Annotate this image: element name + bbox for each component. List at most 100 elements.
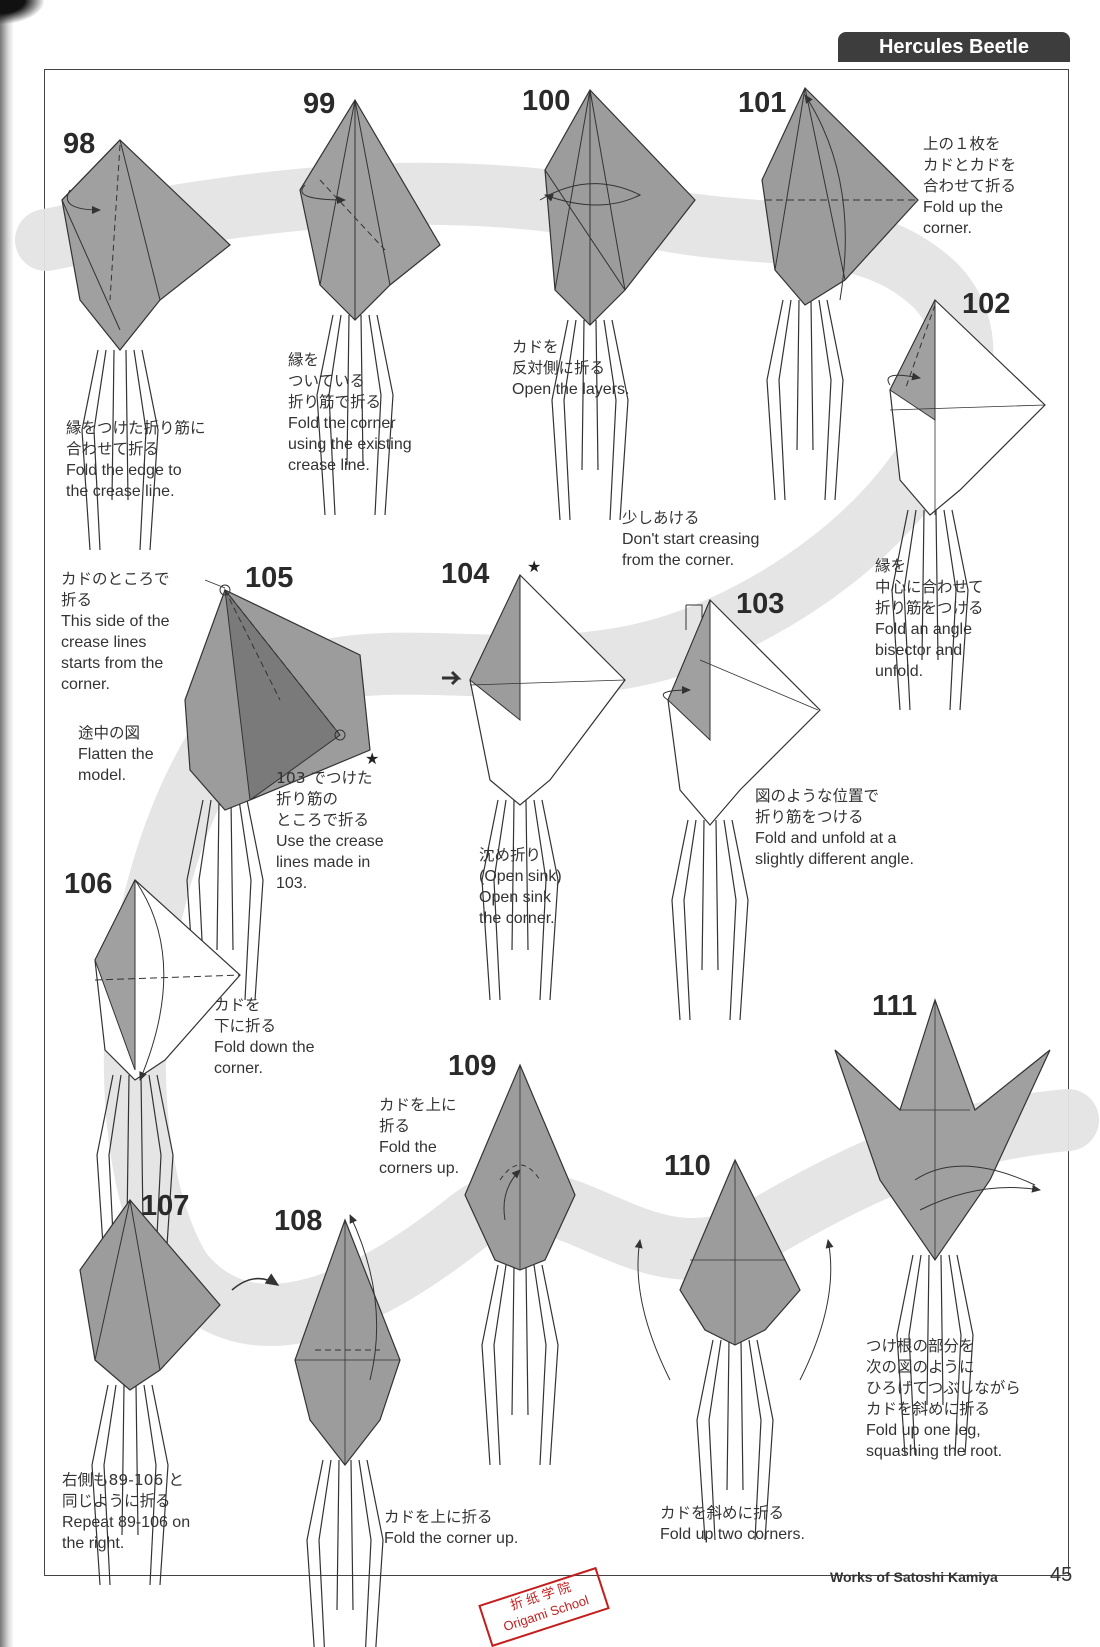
caption-en-line: corners up. [379,1160,460,1177]
step-98-caption: 縁をつけた折り筋に 合わせて折る Fold the edge to the cr… [66,418,206,502]
step-105-note-creases: 103 でつけた 折り筋の ところで折る Use the crease line… [276,768,384,894]
caption-jp-line: 103 でつけた [276,769,373,787]
step-number-101: 101 [738,87,787,119]
caption-en-line: Fold down the [214,1039,315,1056]
caption-jp-line: 途中の図 [78,724,141,742]
page-number: 45 [1050,1564,1073,1586]
step-104-figure: ★ [442,559,626,1001]
step-number-107: 107 [141,1190,190,1222]
caption-en-line: Fold the corner up. [384,1530,519,1547]
caption-en-line: Don't start creasing [622,531,760,548]
page-title-tab: Hercules Beetle [838,32,1070,62]
caption-jp-line: ところで折る [276,811,370,829]
step-101-caption: 上の１枚を カドとカドを 合わせて折る Fold up the corner. [923,134,1016,239]
step-number-103: 103 [736,588,785,620]
caption-en-line: This side of the [61,613,170,630]
step-106-figure [94,879,241,1276]
caption-jp-line: 縁を [875,557,907,575]
caption-en-line: Fold the [379,1139,437,1156]
step-number-102: 102 [962,288,1011,320]
caption-en-line: starts from the [61,655,164,672]
svg-text:★: ★ [527,559,541,576]
caption-jp-line: 合わせて折る [923,177,1017,195]
caption-en-line: from the corner. [622,552,735,569]
step-110-figure [634,1158,834,1541]
caption-en-line: Fold up the [923,199,1004,216]
caption-en-line: slightly different angle. [755,851,914,868]
caption-jp-line: カドを [214,996,261,1014]
caption-en-line: Use the crease [276,833,384,850]
caption-en-line: squashing the root. [866,1443,1003,1460]
scan-corner-mark [0,0,44,24]
step-99-figure [299,98,441,516]
step-number-99: 99 [303,88,336,120]
author-credit: Works of Satoshi Kamiya [830,1569,998,1585]
caption-en-line: Flatten the [78,746,154,763]
caption-jp-line: 折り筋をつける [875,599,984,617]
caption-en-line: lines made in [276,854,371,871]
caption-en-line: Fold the edge to [66,462,182,479]
step-107-caption: 右側も89-106 と 同じように折る Repeat 89-106 on the… [62,1470,190,1554]
caption-jp-line: 上の１枚を [923,135,1001,153]
caption-en-line: crease line. [288,457,370,474]
caption-en-line: (Open sink) [479,868,562,885]
caption-en-line: 103. [276,875,308,892]
caption-jp-line: 中心に合わせて [875,578,984,596]
step-number-106: 106 [64,868,113,900]
step-100-figure [539,88,696,521]
step-103-caption: 図のような位置で 折り筋をつける Fold and unfold at a sl… [755,786,914,870]
caption-jp-line: つけ根の部分を [866,1337,975,1355]
caption-en-line: model. [78,767,127,784]
caption-jp-line: 折り筋の [276,790,339,808]
step-107-figure [79,1199,280,1586]
step-109-figure [464,1063,576,1466]
step-number-105: 105 [245,562,294,594]
caption-jp-line: カドを [512,338,559,356]
caption-jp-line: 縁を [288,351,320,369]
caption-jp-line: ついている [288,372,366,390]
step-number-98: 98 [63,128,96,160]
caption-en-line: bisector and [875,642,963,659]
caption-jp-line: 同じように折る [62,1492,171,1510]
caption-jp-line: 折る [61,591,93,609]
caption-jp-line: カドとカドを [923,156,1017,174]
step-number-100: 100 [522,85,571,117]
step-108-figure [294,1214,401,1647]
step-109-caption: カドを上に 折る Fold the corners up. [379,1095,459,1179]
caption-en-line: the crease line. [66,483,175,500]
caption-jp-line: 折り筋をつける [755,808,864,826]
step-103-note: 少しあける Don't start creasing from the corn… [622,508,759,571]
step-100-caption: カドを 反対側に折る Open the layers. [512,337,629,400]
caption-en-line: the right. [62,1535,125,1552]
caption-jp-line: 図のような位置で [755,787,880,805]
caption-jp-line: 沈め折り [479,846,542,864]
caption-jp-line: 折る [379,1117,411,1135]
caption-en-line: Fold up one leg, [866,1422,981,1439]
caption-en-line: Repeat 89-106 on [62,1514,191,1531]
step-108-caption: カドを上に折る Fold the corner up. [384,1507,518,1549]
caption-jp-line: 折り筋で折る [288,393,382,411]
caption-jp-line: 右側も89-106 と [62,1471,184,1489]
caption-jp-line: ひろげてつぶしながら [866,1379,1021,1397]
caption-en-line: unfold. [875,663,924,680]
step-number-104: 104 [441,558,490,590]
step-105-caption: カドのところで 折る This side of the crease lines… [61,569,170,695]
step-111-caption: つけ根の部分を 次の図のように ひろげてつぶしながら カドを斜めに折る Fold… [866,1336,1021,1462]
caption-en-line: corner. [923,220,972,237]
diagram-frame [44,69,1069,1576]
caption-jp-line: カドを上に折る [384,1508,493,1526]
step-105-note-flatten: 途中の図 Flatten the model. [78,723,154,786]
caption-jp-line: カドを上に [379,1096,457,1114]
step-number-110: 110 [664,1150,711,1182]
caption-jp-line: 少しあける [622,509,700,527]
caption-en-line: Fold an angle [875,621,972,638]
caption-en-line: using the existing [288,436,412,453]
caption-jp-line: 反対側に折る [512,359,606,377]
caption-en-line: Open sink [479,889,552,906]
caption-jp-line: カドのところで [61,570,170,588]
caption-jp-line: カドを斜めに折る [660,1504,785,1522]
step-106-caption: カドを 下に折る Fold down the corner. [214,995,315,1079]
step-number-109: 109 [448,1050,497,1082]
step-101-figure [761,86,919,501]
caption-en-line: crease lines [61,634,147,651]
